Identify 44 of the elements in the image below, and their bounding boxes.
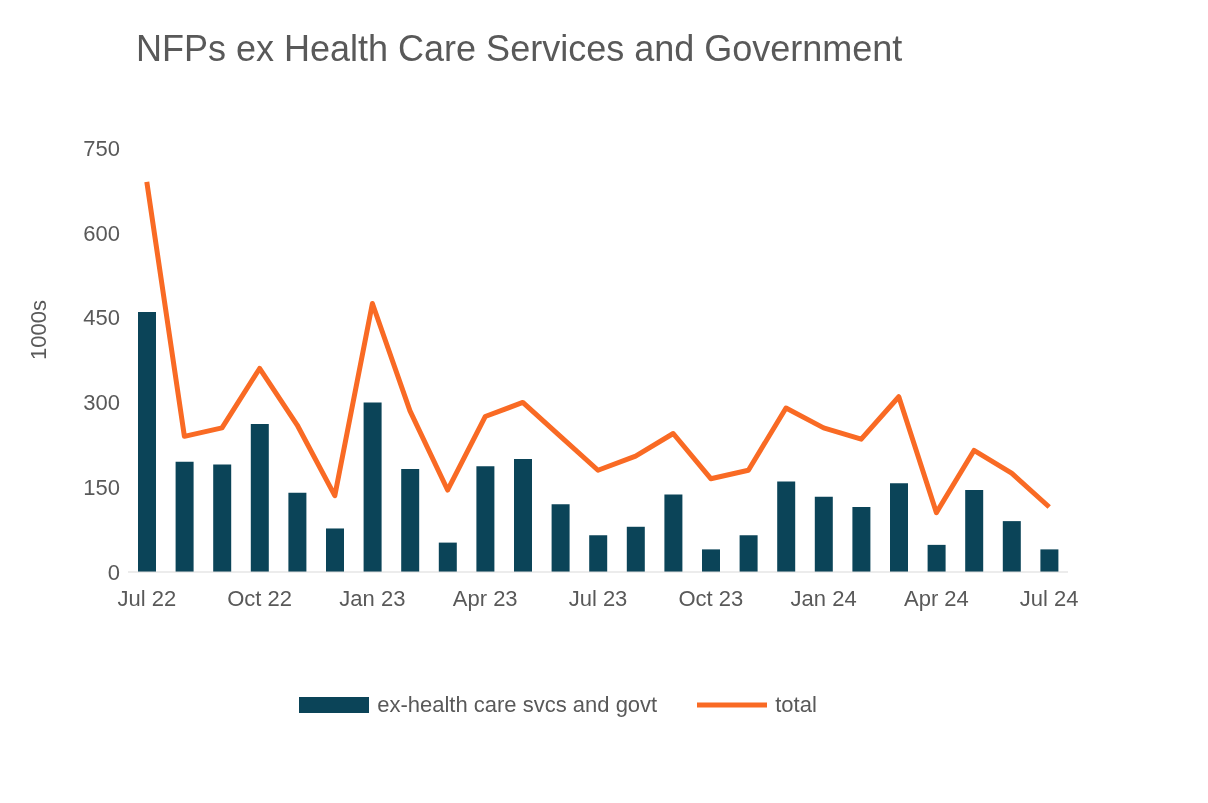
bar — [175, 461, 194, 572]
bar — [589, 535, 608, 572]
legend-label: total — [774, 692, 817, 718]
bar — [288, 492, 307, 572]
bar — [1040, 549, 1059, 572]
y-tick-label: 600 — [83, 220, 120, 246]
x-tick-label: Jul 22 — [117, 585, 177, 611]
bar — [138, 311, 156, 572]
bar — [777, 481, 796, 572]
bar — [514, 458, 532, 572]
x-tick-label: Jan 23 — [339, 585, 406, 611]
y-tick-label: 450 — [83, 305, 120, 331]
x-tick-label: Jan 24 — [790, 585, 857, 611]
bar — [476, 466, 495, 572]
y-tick-label: 150 — [83, 475, 120, 501]
y-axis-title: 1000s — [25, 300, 51, 360]
bar — [1002, 521, 1021, 572]
bar — [965, 490, 984, 572]
x-tick-label: Oct 23 — [678, 585, 744, 611]
x-tick-label: Jul 24 — [1019, 585, 1079, 611]
chart-title: NFPs ex Health Care Services and Government — [135, 27, 904, 71]
y-tick-label: 0 — [107, 559, 120, 585]
bar — [326, 528, 344, 572]
bar — [814, 496, 833, 572]
x-tick-label: Oct 22 — [227, 585, 293, 611]
bar — [890, 483, 908, 572]
x-tick-label: Apr 24 — [903, 585, 969, 611]
bar — [401, 469, 420, 572]
bar — [702, 549, 720, 572]
bar — [626, 526, 645, 572]
y-tick-label: 300 — [83, 390, 120, 416]
x-tick-label: Apr 23 — [452, 585, 518, 611]
bar — [664, 494, 683, 572]
bar — [551, 504, 570, 572]
bar — [363, 402, 382, 572]
legend-label: ex-health care svcs and govt — [376, 692, 658, 718]
y-tick-label: 750 — [83, 135, 120, 161]
bar — [213, 464, 232, 572]
bar — [852, 506, 871, 572]
bar — [438, 542, 457, 572]
bar — [739, 535, 758, 572]
bar — [927, 544, 946, 572]
x-tick-label: Jul 23 — [568, 585, 628, 611]
bar — [250, 423, 269, 572]
